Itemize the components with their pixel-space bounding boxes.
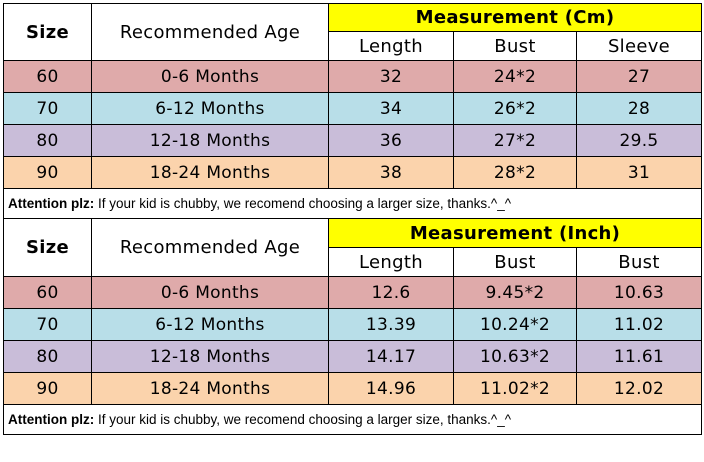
length-cell: 38 (328, 156, 454, 189)
cm-table-row-70: 70 6-12 Months 34 26*2 28 (3, 92, 703, 125)
size-cell: 60 (3, 276, 92, 309)
inch-bust-column-header: Bust (453, 247, 577, 277)
age-cell: 12-18 Months (91, 124, 329, 157)
inch-table-row-80: 80 12-18 Months 14.17 10.63*2 11.61 (3, 340, 703, 373)
size-cell: 60 (3, 60, 92, 93)
length-cell: 14.96 (328, 372, 454, 405)
bust-cell: 11.02*2 (453, 372, 577, 405)
cm-table-row-80: 80 12-18 Months 36 27*2 29.5 (3, 124, 703, 157)
bust-cell: 10.24*2 (453, 308, 577, 341)
inch-table-row-60: 60 0-6 Months 12.6 9.45*2 10.63 (3, 276, 703, 309)
cm-subheader-row: Length Bust Sleeve (4, 31, 703, 61)
cm-size-header: Size (3, 3, 92, 61)
inch-header-row: Size Recommended Age Measurement (Inch) (3, 218, 703, 277)
attention-note: Attention plz: If your kid is chubby, we… (2, 404, 703, 435)
cm-table-row-90: 90 18-24 Months 38 28*2 31 (3, 156, 703, 189)
sleeve-cell: 27 (575, 60, 703, 93)
attention-note: Attention plz: If your kid is chubby, we… (2, 188, 703, 219)
size-chart-table: Size Recommended Age Measurement (Cm) Le… (2, 3, 703, 435)
sleeve-cell: 10.63 (575, 276, 703, 309)
cm-measurement-header: Measurement (Cm) (327, 3, 703, 32)
size-cell: 80 (3, 340, 92, 373)
size-cell: 80 (3, 124, 92, 157)
attention-note-text: If your kid is chubby, we recomend choos… (94, 412, 512, 427)
sleeve-cell: 29.5 (575, 124, 703, 157)
bust-cell: 27*2 (453, 124, 577, 157)
bust-cell: 10.63*2 (453, 340, 577, 373)
cm-length-column-header: Length (328, 31, 454, 61)
sleeve-cell: 11.61 (575, 340, 703, 373)
cm-attention-row: Attention plz: If your kid is chubby, we… (2, 188, 703, 219)
age-cell: 6-12 Months (91, 308, 329, 341)
inch-bust2-column-header: Bust (575, 247, 703, 277)
length-cell: 12.6 (328, 276, 454, 309)
size-cell: 90 (3, 156, 92, 189)
age-cell: 18-24 Months (91, 156, 329, 189)
age-cell: 6-12 Months (91, 92, 329, 125)
attention-note-label: Attention plz: (8, 412, 95, 427)
bust-cell: 28*2 (453, 156, 577, 189)
sleeve-cell: 12.02 (575, 372, 703, 405)
cm-bust-column-header: Bust (453, 31, 577, 61)
cm-sleeve-column-header: Sleeve (575, 31, 703, 61)
length-cell: 13.39 (328, 308, 454, 341)
age-cell: 12-18 Months (91, 340, 329, 373)
sleeve-cell: 11.02 (575, 308, 703, 341)
size-cell: 70 (3, 92, 92, 125)
inch-table-row-90: 90 18-24 Months 14.96 11.02*2 12.02 (3, 372, 703, 405)
length-cell: 32 (328, 60, 454, 93)
inch-measurement-header: Measurement (Inch) (327, 218, 703, 248)
inch-age-header: Recommended Age (91, 218, 329, 277)
inch-size-header: Size (3, 218, 92, 277)
inch-subheader-row: Length Bust Bust (4, 247, 703, 277)
size-cell: 70 (3, 308, 92, 341)
cm-table-row-60: 60 0-6 Months 32 24*2 27 (3, 60, 703, 93)
sleeve-cell: 31 (575, 156, 703, 189)
inch-attention-row: Attention plz: If your kid is chubby, we… (2, 404, 703, 435)
cm-age-header: Recommended Age (91, 3, 329, 61)
age-cell: 0-6 Months (91, 276, 329, 309)
cm-header-row: Size Recommended Age Measurement (Cm) (3, 3, 703, 61)
bust-cell: 26*2 (453, 92, 577, 125)
attention-note-text: If your kid is chubby, we recomend choos… (94, 196, 512, 211)
length-cell: 36 (328, 124, 454, 157)
bust-cell: 24*2 (453, 60, 577, 93)
length-cell: 34 (328, 92, 454, 125)
length-cell: 14.17 (328, 340, 454, 373)
inch-length-column-header: Length (328, 247, 454, 277)
age-cell: 0-6 Months (91, 60, 329, 93)
sleeve-cell: 28 (575, 92, 703, 125)
bust-cell: 9.45*2 (453, 276, 577, 309)
age-cell: 18-24 Months (91, 372, 329, 405)
attention-note-label: Attention plz: (8, 196, 95, 211)
size-cell: 90 (3, 372, 92, 405)
inch-table-row-70: 70 6-12 Months 13.39 10.24*2 11.02 (3, 308, 703, 341)
